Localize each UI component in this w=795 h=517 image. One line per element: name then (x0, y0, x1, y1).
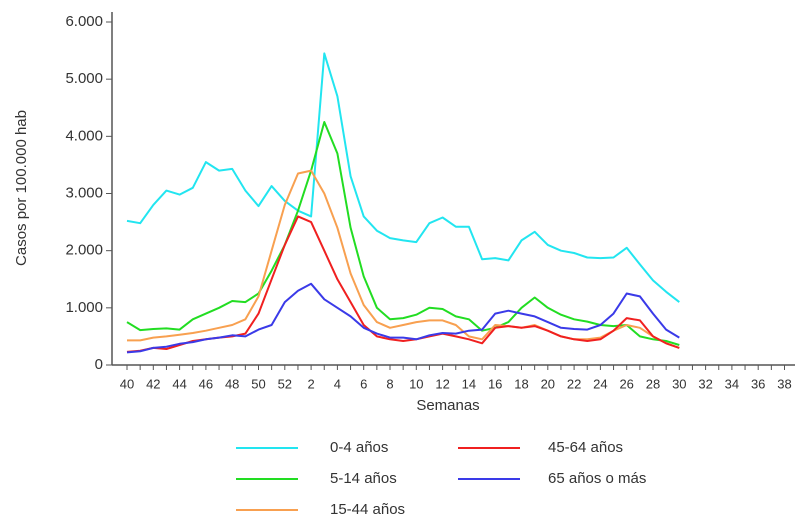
legend-label: 5-14 años (330, 470, 397, 487)
legend-label: 15-44 años (330, 501, 405, 517)
series-line (126, 215, 680, 353)
y-tick-label: 6.000 (65, 13, 103, 30)
y-axis-label: Casos por 100.000 hab (13, 110, 30, 266)
series-line (126, 121, 680, 346)
y-tick-label: 0 (95, 356, 103, 373)
y-tick-label: 1.000 (65, 299, 103, 316)
x-tick-label: 34 (725, 376, 739, 391)
y-tick-label: 5.000 (65, 70, 103, 87)
legend-label: 65 años o más (548, 470, 646, 487)
x-tick-label: 12 (435, 376, 449, 391)
x-tick-label: 24 (593, 376, 607, 391)
x-tick-label: 6 (360, 376, 367, 391)
legend-label: 45-64 años (548, 439, 623, 456)
x-tick-label: 32 (698, 376, 712, 391)
x-tick-label: 52 (278, 376, 292, 391)
x-tick-label: 18 (514, 376, 528, 391)
x-tick-label: 20 (541, 376, 555, 391)
series-line (126, 282, 680, 354)
x-tick-label: 50 (251, 376, 265, 391)
x-tick-label: 26 (619, 376, 633, 391)
x-tick-label: 46 (199, 376, 213, 391)
x-tick-label: 44 (172, 376, 186, 391)
x-tick-label: 2 (307, 376, 314, 391)
x-tick-label: 10 (409, 376, 423, 391)
x-tick-label: 30 (672, 376, 686, 391)
x-tick-label: 8 (386, 376, 393, 391)
x-tick-label: 42 (146, 376, 160, 391)
series-line (126, 52, 680, 303)
legend-label: 0-4 años (330, 439, 388, 456)
series-line (127, 169, 680, 349)
x-tick-label: 36 (751, 376, 765, 391)
x-tick-label: 14 (462, 376, 476, 391)
x-axis-label: Semanas (416, 397, 479, 414)
x-tick-label: 38 (777, 376, 791, 391)
x-tick-label: 16 (488, 376, 502, 391)
x-tick-label: 40 (120, 376, 134, 391)
x-tick-label: 22 (567, 376, 581, 391)
x-tick-label: 4 (334, 376, 341, 391)
x-tick-label: 28 (646, 376, 660, 391)
y-tick-label: 3.000 (65, 184, 103, 201)
y-tick-label: 2.000 (65, 242, 103, 259)
y-tick-label: 4.000 (65, 127, 103, 144)
x-tick-label: 48 (225, 376, 239, 391)
